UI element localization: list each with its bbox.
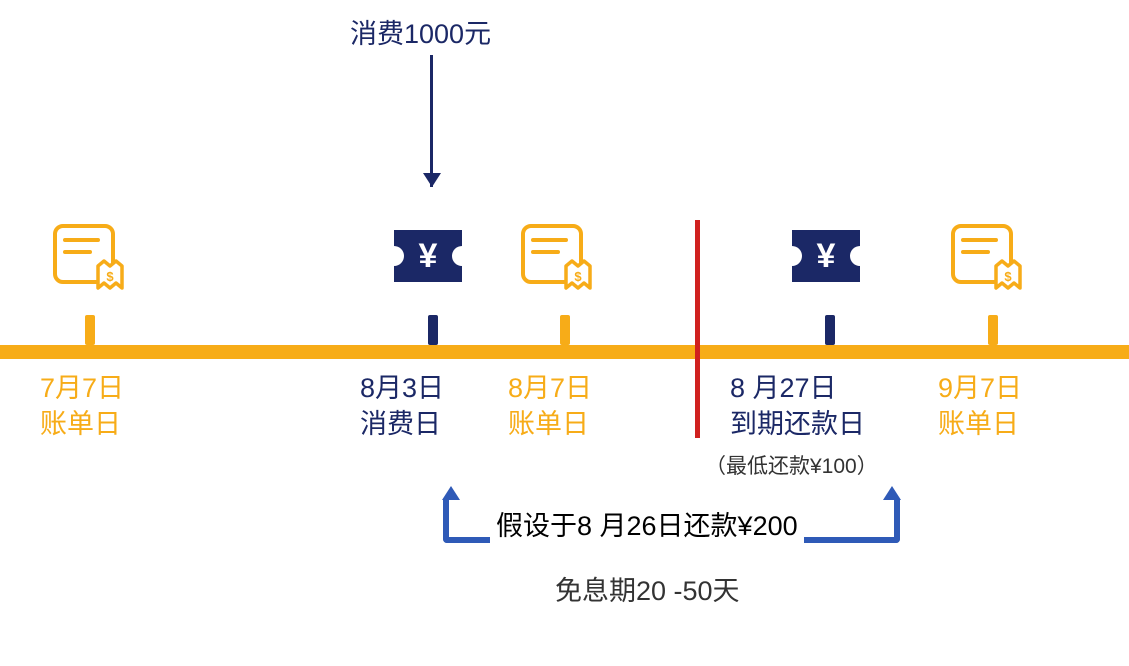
- bracket-arrow-right-icon: [883, 486, 901, 500]
- consumption-arrow: [430, 55, 433, 187]
- label-sep7: 9月7日 账单日: [938, 370, 1022, 443]
- bill-icon: $: [948, 222, 1028, 292]
- bracket-arrow-left-icon: [442, 486, 460, 500]
- svg-text:$: $: [106, 269, 114, 284]
- label-date: 8月7日: [508, 373, 592, 403]
- label-type: 账单日: [508, 409, 589, 439]
- assumption-label: 假设于8 月26日还款¥200: [496, 511, 798, 541]
- tick-aug7: [560, 315, 570, 345]
- bill-icon: $: [518, 222, 598, 292]
- label-type: 账单日: [40, 409, 121, 439]
- label-type: 到期还款日: [730, 409, 865, 439]
- label-jul7: 7月7日 账单日: [40, 370, 124, 443]
- assumption-text: 假设于8 月26日还款¥200: [490, 504, 804, 543]
- yen-ticket-icon: ¥: [388, 222, 468, 292]
- label-date: 7月7日: [40, 373, 124, 403]
- tick-aug3: [428, 315, 438, 345]
- svg-text:¥: ¥: [419, 237, 438, 275]
- interest-free-text: 免息期20 -50天: [555, 569, 740, 608]
- minimum-payment-text: （最低还款¥100）: [705, 455, 878, 478]
- timeline-bar: [0, 345, 1129, 359]
- label-aug27: 8 月27日 到期还款日: [730, 370, 865, 443]
- svg-text:$: $: [1004, 269, 1012, 284]
- tick-jul7: [85, 315, 95, 345]
- bill-icon: $: [50, 222, 130, 292]
- label-aug7: 8月7日 账单日: [508, 370, 592, 443]
- label-aug3: 8月3日 消费日: [360, 370, 444, 443]
- label-type: 消费日: [360, 409, 441, 439]
- tick-sep7: [988, 315, 998, 345]
- label-date: 8 月27日: [730, 373, 837, 403]
- yen-ticket-icon: ¥: [786, 222, 866, 292]
- consumption-text: 消费1000元: [350, 19, 491, 49]
- minimum-payment-note: （最低还款¥100）: [705, 450, 878, 480]
- svg-text:¥: ¥: [817, 237, 836, 275]
- red-divider: [695, 220, 700, 438]
- consumption-annotation: 消费1000元: [350, 12, 491, 51]
- interest-free-label: 免息期20 -50天: [555, 576, 740, 606]
- tick-aug27: [825, 315, 835, 345]
- label-date: 8月3日: [360, 373, 444, 403]
- label-type: 账单日: [938, 409, 1019, 439]
- svg-text:$: $: [574, 269, 582, 284]
- label-date: 9月7日: [938, 373, 1022, 403]
